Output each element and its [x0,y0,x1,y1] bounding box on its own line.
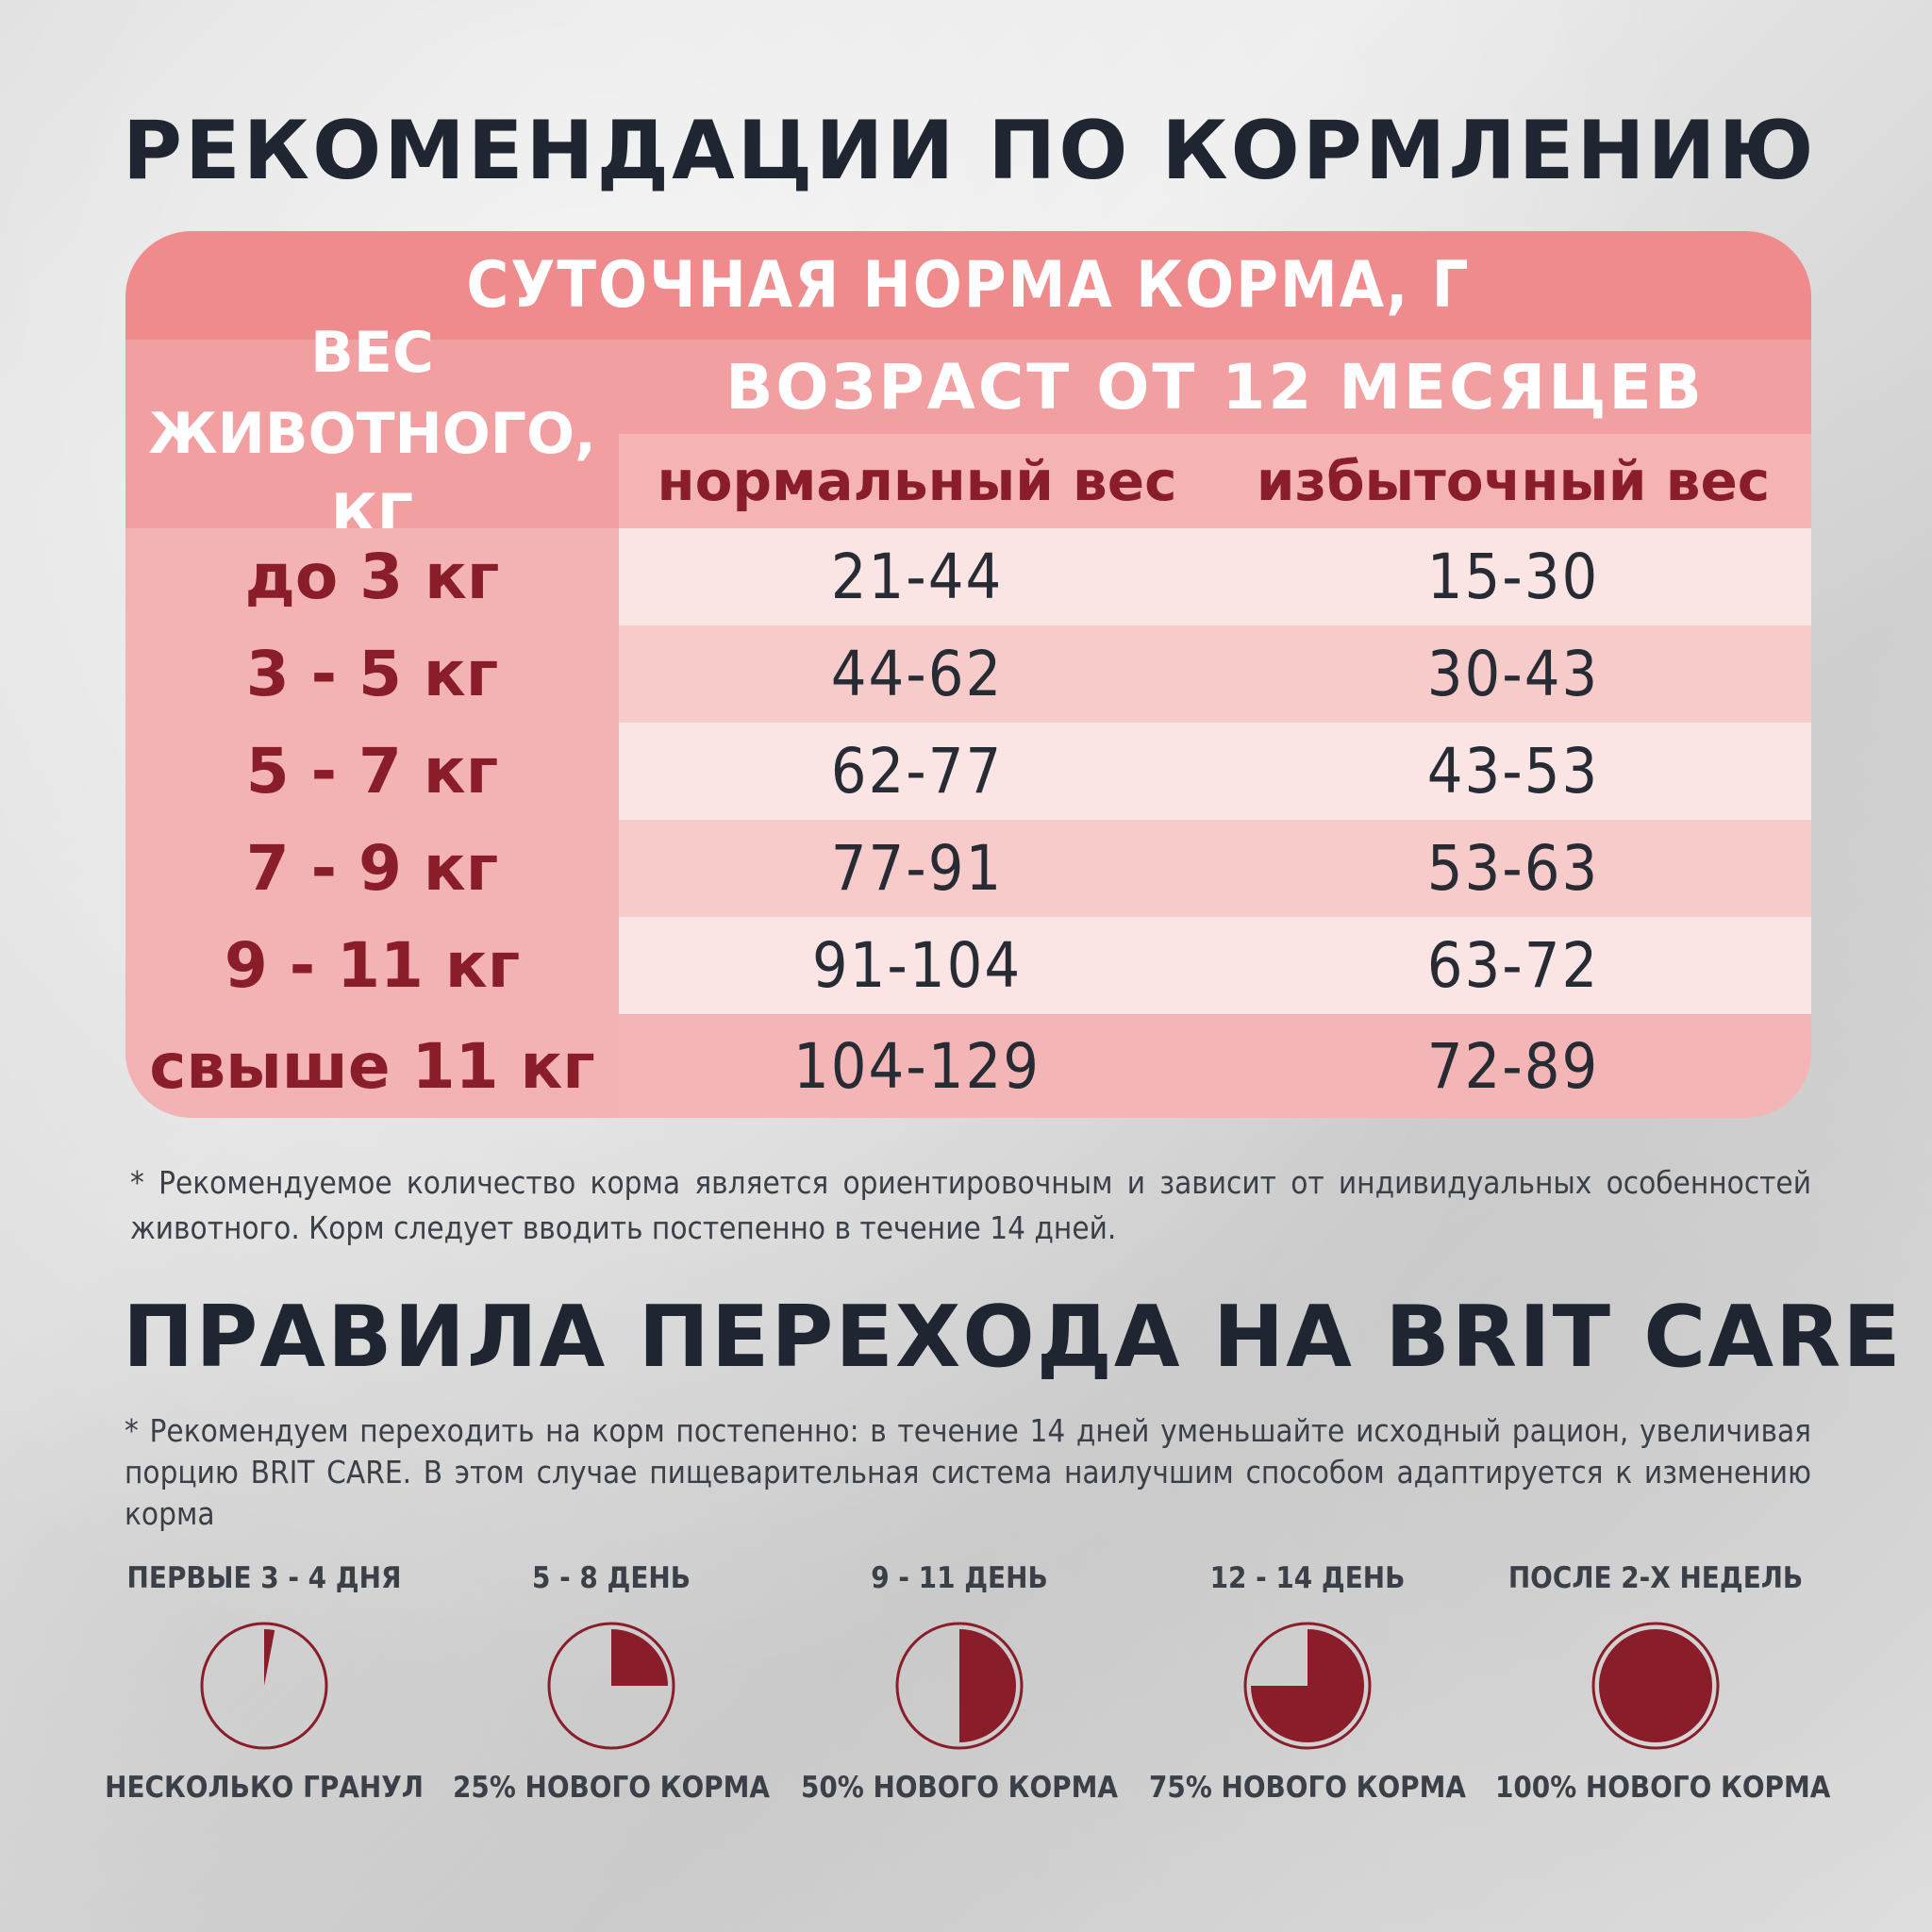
pie-fill [1599,1629,1712,1742]
stage-caption: 100% НОВОГО КОРМА [1495,1771,1831,1805]
pie-fill [959,1629,1016,1742]
age-column-header: ВОЗРАСТ ОТ 12 МЕСЯЦЕВ [619,340,1811,434]
feeding-table: СУТОЧНАЯ НОРМА КОРМА, Г ВЕС ЖИВОТНОГО, К… [125,231,1811,1118]
weight-column-bg [125,528,619,1118]
table-row: 3 - 5 кг 44-62 30-43 [125,625,1811,723]
over-cell: 53-63 [1215,820,1811,917]
transition-title: ПРАВИЛА ПЕРЕХОДА НА BRIT CARE [123,1288,1903,1387]
normal-cell: 91-104 [619,917,1215,1014]
portion-pie-icon [547,1622,675,1750]
stage-caption: 75% НОВОГО КОРМА [1149,1771,1466,1805]
transition-stage: 5 - 8 ДЕНЬ 25% НОВОГО КОРМА [451,1561,772,1805]
pie-outline [1591,1622,1720,1750]
normal-cell: 104-129 [619,1014,1215,1118]
stage-label: 5 - 8 ДЕНЬ [532,1561,691,1595]
table-row: 9 - 11 кг 91-104 63-72 [125,917,1811,1014]
stage-caption: 50% НОВОГО КОРМА [801,1771,1118,1805]
transition-note: * Рекомендуем переходить на корм постепе… [125,1412,1811,1532]
pie-outline [1243,1622,1372,1750]
pie-outline [200,1622,328,1750]
table-caption: СУТОЧНАЯ НОРМА КОРМА, Г [125,231,1811,340]
pie-fill [264,1629,275,1686]
pie-fill [1251,1629,1364,1742]
weight-cell: свыше 11 кг [149,1029,595,1103]
portion-pie-icon [895,1622,1024,1750]
normal-weight-header: нормальный вес [619,434,1215,528]
table-row: 7 - 9 кг 77-91 53-63 [125,820,1811,917]
normal-cell: 77-91 [619,820,1215,917]
weight-column-header: ВЕС ЖИВОТНОГО, КГ [125,320,619,548]
portion-pie-icon [1243,1622,1372,1750]
pie-outline [547,1622,675,1750]
table-row: до 3 кг 21-44 15-30 [125,528,1811,625]
stage-label: ПОСЛЕ 2-Х НЕДЕЛЬ [1507,1561,1804,1595]
normal-cell: 21-44 [619,528,1215,625]
transition-stage: ПОСЛЕ 2-Х НЕДЕЛЬ 100% НОВОГО КОРМА [1495,1561,1830,1805]
over-cell: 43-53 [1215,723,1811,820]
feeding-footnote: * Рекомендуемое количество корма являетс… [130,1164,1811,1246]
transition-stage: 9 - 11 ДЕНЬ 50% НОВОГО КОРМА [799,1561,1120,1805]
pie-fill [611,1629,668,1686]
stage-label: 9 - 11 ДЕНЬ [871,1561,1048,1595]
normal-cell: 62-77 [619,723,1215,820]
overweight-header: избыточный вес [1215,434,1811,528]
normal-cell: 44-62 [619,625,1215,723]
over-cell: 15-30 [1215,528,1811,625]
weight-cell: 5 - 7 кг [245,735,499,808]
over-cell: 63-72 [1215,917,1811,1014]
stage-caption: НЕСКОЛЬКО ГРАНУЛ [105,1771,424,1805]
transition-stage: ПЕРВЫЕ 3 - 4 ДНЯ НЕСКОЛЬКО ГРАНУЛ [104,1561,425,1805]
stage-caption: 25% НОВОГО КОРМА [453,1771,770,1805]
pie-outline [895,1622,1024,1750]
page-title: РЕКОМЕНДАЦИИ ПО КОРМЛЕНИЮ [123,104,1817,198]
over-cell: 72-89 [1215,1014,1811,1118]
table-row: 5 - 7 кг 62-77 43-53 [125,723,1811,820]
over-cell: 30-43 [1215,625,1811,723]
weight-cell: до 3 кг [244,541,500,613]
transition-stage: 12 - 14 ДЕНЬ 75% НОВОГО КОРМА [1147,1561,1468,1805]
stage-label: 12 - 14 ДЕНЬ [1209,1561,1406,1595]
stage-label: ПЕРВЫЕ 3 - 4 ДНЯ [126,1561,402,1595]
weight-cell: 7 - 9 кг [245,832,499,905]
weight-cell: 3 - 5 кг [245,638,499,710]
portion-pie-icon [200,1622,328,1750]
portion-pie-icon [1591,1622,1720,1750]
weight-cell: 9 - 11 кг [224,929,521,1002]
table-row: свыше 11 кг 104-129 72-89 [125,1014,1811,1118]
